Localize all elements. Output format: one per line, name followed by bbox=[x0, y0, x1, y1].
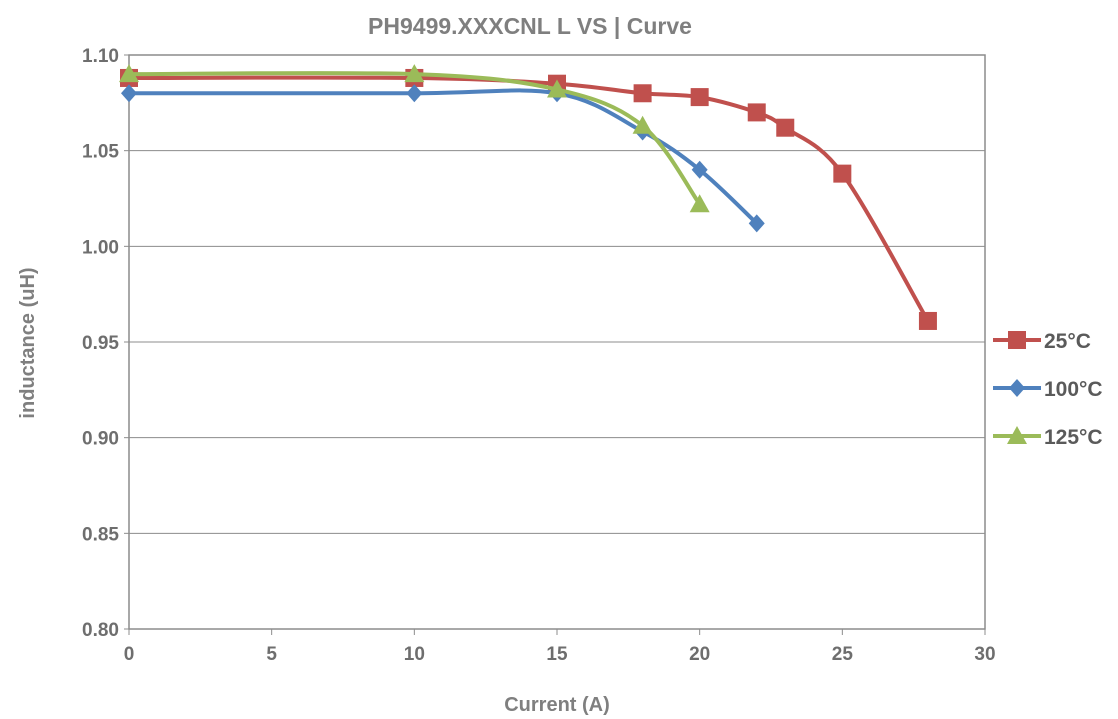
legend-entry: 125°C bbox=[993, 426, 1103, 449]
x-tick-label: 5 bbox=[266, 644, 277, 665]
data-point bbox=[918, 311, 937, 330]
legend-entry: 25°C bbox=[993, 330, 1091, 353]
y-axis-label: inductance (uH) bbox=[17, 267, 39, 418]
legend-swatch-marker bbox=[1007, 426, 1027, 444]
x-axis-ticks: 0 5 10 15 20 25 30 bbox=[124, 629, 996, 665]
data-point bbox=[690, 88, 709, 107]
data-point bbox=[776, 118, 795, 137]
x-tick-label: 25 bbox=[832, 644, 854, 665]
y-axis-ticks: 0.80 0.85 0.90 0.95 1.00 1.05 1.10 bbox=[82, 46, 129, 641]
data-point bbox=[121, 84, 137, 103]
x-tick-label: 10 bbox=[404, 644, 425, 665]
grid bbox=[129, 150, 985, 534]
series-triangle bbox=[119, 64, 710, 213]
data-point bbox=[404, 64, 425, 83]
y-tick-label: 0.85 bbox=[82, 524, 119, 545]
legend-entry: 100°C bbox=[993, 378, 1103, 401]
data-point bbox=[691, 160, 708, 179]
x-tick-label: 0 bbox=[124, 644, 135, 665]
legend-label: 125°C bbox=[1044, 426, 1103, 449]
data-point bbox=[689, 194, 710, 213]
y-tick-label: 1.05 bbox=[82, 142, 119, 163]
series-line bbox=[127, 71, 702, 207]
legend-swatch-marker bbox=[1008, 331, 1026, 349]
data-point bbox=[747, 103, 766, 122]
legend-swatch-marker bbox=[1009, 379, 1025, 397]
y-tick-label: 0.80 bbox=[82, 620, 119, 641]
data-point bbox=[633, 84, 652, 103]
legend-label: 100°C bbox=[1044, 378, 1103, 401]
y-tick-label: 0.95 bbox=[82, 333, 119, 354]
x-tick-label: 15 bbox=[546, 644, 568, 665]
series bbox=[119, 64, 937, 330]
legend: 25°C 100°C 125°C bbox=[993, 330, 1103, 449]
data-point bbox=[547, 79, 567, 98]
legend-label: 25°C bbox=[1044, 330, 1091, 353]
y-tick-label: 1.00 bbox=[82, 237, 119, 258]
data-point bbox=[632, 115, 653, 134]
data-point bbox=[119, 64, 139, 83]
chart-title: PH9499.XXXCNL L VS | Curve bbox=[368, 13, 692, 39]
x-tick-label: 20 bbox=[689, 644, 710, 665]
data-point bbox=[833, 164, 852, 183]
y-tick-label: 1.10 bbox=[82, 46, 119, 67]
x-tick-label: 30 bbox=[974, 644, 995, 665]
x-axis-label: Current (A) bbox=[504, 694, 610, 716]
data-point bbox=[748, 214, 765, 233]
y-tick-label: 0.90 bbox=[82, 429, 119, 450]
data-point bbox=[406, 84, 423, 103]
